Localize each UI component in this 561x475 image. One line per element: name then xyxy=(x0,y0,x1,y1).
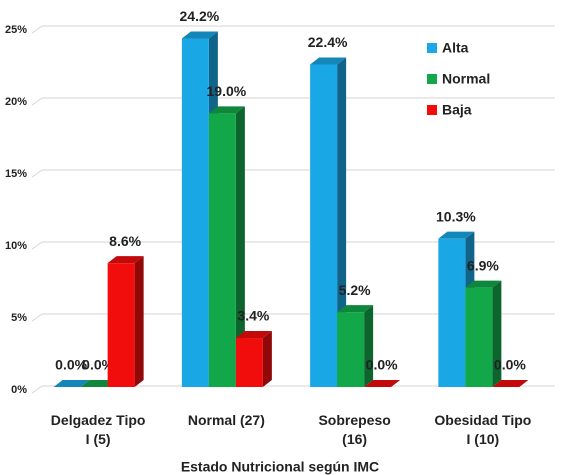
legend-swatch xyxy=(427,74,437,84)
bar xyxy=(438,238,466,387)
value-label: 22.4% xyxy=(308,34,348,50)
y-tick-label: 0% xyxy=(11,384,27,396)
bar xyxy=(208,113,236,388)
y-tick-label: 25% xyxy=(5,24,27,36)
y-tick-label: 5% xyxy=(11,312,27,324)
bar-top xyxy=(438,231,475,239)
bar-top xyxy=(107,256,144,264)
bar-top xyxy=(337,305,374,313)
bar-side xyxy=(235,106,245,388)
value-label: 24.2% xyxy=(180,8,220,24)
value-label: 3.4% xyxy=(237,308,269,324)
bar xyxy=(107,263,135,387)
bar xyxy=(235,338,263,387)
bar-side xyxy=(337,57,347,387)
grid: 0% 5% 10% 15% 20% 25% xyxy=(5,24,555,396)
value-label: 6.9% xyxy=(467,257,499,273)
bar-top xyxy=(181,31,218,39)
y-tick-label: 10% xyxy=(5,240,27,252)
bar-top xyxy=(310,57,347,65)
x-tick-label: Obesidad Tipo I (10) xyxy=(434,412,532,447)
legend-swatch xyxy=(427,43,437,53)
grid-line xyxy=(31,241,555,250)
bar-side xyxy=(364,305,374,387)
bar-top xyxy=(364,380,401,387)
bar xyxy=(337,312,365,387)
bar xyxy=(465,287,493,387)
value-label: 0.0% xyxy=(55,357,87,373)
value-label: 0.0% xyxy=(366,357,398,373)
grid-line xyxy=(31,385,555,394)
bar xyxy=(310,64,338,387)
value-label: 19.0% xyxy=(207,83,247,99)
grid-line xyxy=(31,97,555,106)
legend-label: Normal xyxy=(442,71,490,87)
legend-label: Alta xyxy=(442,40,469,56)
value-label: 0.0% xyxy=(494,357,526,373)
x-tick-label: Sobrepeso (16) xyxy=(318,412,391,447)
x-axis-title: Estado Nutricional según IMC xyxy=(181,459,379,475)
bar-side xyxy=(262,331,272,387)
x-tick-label: Delgadez Tipo I (5) xyxy=(50,412,146,447)
legend-label: Baja xyxy=(442,102,472,118)
legend-swatch xyxy=(427,105,437,115)
bar-top xyxy=(492,380,529,387)
grid-line xyxy=(31,25,555,34)
bar-top xyxy=(465,280,502,288)
value-label: 8.6% xyxy=(109,233,141,249)
x-tick-label: Normal (27) xyxy=(187,412,265,428)
y-tick-label: 20% xyxy=(5,96,27,108)
bar-top xyxy=(208,106,245,114)
y-tick-label: 15% xyxy=(5,168,27,180)
grid-line xyxy=(31,313,555,322)
grid-line xyxy=(31,169,555,178)
bar-side xyxy=(134,256,144,387)
value-label: 0.0% xyxy=(82,357,114,373)
bar xyxy=(181,38,209,388)
bar-top xyxy=(235,331,272,339)
value-label: 10.3% xyxy=(436,208,476,224)
bar-top xyxy=(53,380,90,387)
value-label: 5.2% xyxy=(339,282,371,298)
bar-side xyxy=(492,280,502,387)
